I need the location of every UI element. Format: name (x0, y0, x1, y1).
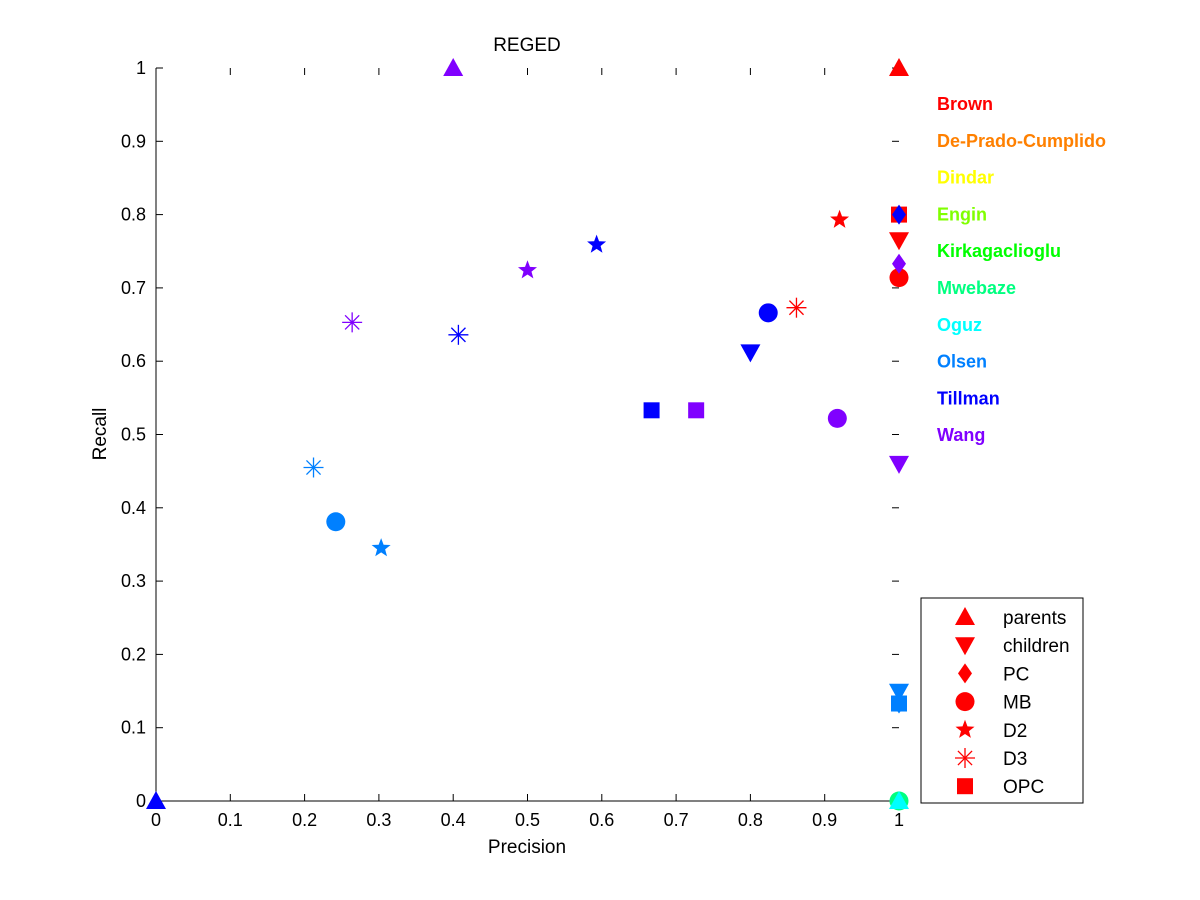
y-tick-label: 0 (136, 791, 146, 811)
x-tick-label: 0.7 (664, 810, 689, 830)
team-label-olsen: Olsen (937, 352, 987, 372)
point-brown-asterisk (786, 297, 807, 318)
team-label-brown: Brown (937, 94, 993, 114)
x-tick-label: 0.8 (738, 810, 763, 830)
point-tillman-diamond (892, 204, 906, 225)
legend-label-parents: parents (1003, 608, 1066, 629)
point-tillman-asterisk (448, 324, 469, 345)
team-label-mwebaze: Mwebaze (937, 278, 1016, 298)
legend-label-d2: D2 (1003, 721, 1027, 742)
point-brown-star (830, 209, 850, 228)
legend-box (920, 597, 1084, 804)
point-tillman-triangle-down (740, 344, 761, 363)
y-tick-label: 0.7 (121, 278, 146, 298)
legend-marker-opc (957, 778, 973, 795)
team-label-engin: Engin (937, 204, 987, 224)
point-tillman-triangle-up (146, 791, 166, 809)
y-tick-label: 0.1 (121, 718, 146, 738)
legend-label-mb: MB (1003, 693, 1032, 714)
x-tick-label: 0.5 (515, 810, 540, 830)
point-wang-square (688, 402, 705, 419)
y-tick-label: 0.9 (121, 131, 146, 151)
team-label-dindar: Dindar (937, 168, 994, 188)
plot-area (156, 68, 899, 801)
legend-marker-mb (955, 692, 975, 712)
team-label-wang: Wang (937, 425, 985, 445)
point-olsen-asterisk (303, 457, 324, 478)
x-tick-label: 0.1 (218, 810, 243, 830)
legend-label-d3: D3 (1003, 749, 1027, 770)
y-tick-label: 0.6 (121, 351, 146, 371)
legend-marker-parents (955, 607, 975, 625)
y-tick-label: 0.2 (121, 644, 146, 664)
y-tick-label: 1 (136, 58, 146, 78)
point-oguz-triangle-up (889, 791, 909, 809)
point-wang-star (517, 260, 538, 279)
point-wang-triangle-down (889, 455, 909, 474)
legend: parents children PC MB D2 D3 OPC (920, 597, 1084, 804)
team-label-oguz: Oguz (937, 315, 982, 335)
point-wang-asterisk (342, 312, 363, 333)
legend-marker-d2 (955, 719, 975, 738)
point-tillman-circle (758, 303, 778, 323)
data-points (146, 58, 909, 811)
point-olsen-star (371, 538, 391, 557)
x-axis-ticks: 0 0.1 0.2 0.3 0.4 0.5 0.6 0.7 0.8 0.9 1 (151, 68, 904, 830)
point-brown-triangle-down (889, 232, 909, 251)
point-brown-circle (889, 268, 909, 288)
y-tick-label: 0.5 (121, 425, 146, 445)
y-axis-label: Recall (90, 408, 111, 461)
team-label-de-prado-cumplido: De-Prado-Cumplido (937, 131, 1106, 151)
chart-title: REGED (493, 35, 561, 56)
y-axis-ticks: 0 0.1 0.2 0.3 0.4 0.5 0.6 0.7 0.8 0.9 1 (121, 58, 899, 811)
point-olsen-circle (326, 512, 346, 532)
legend-label-opc: OPC (1003, 777, 1044, 798)
team-labels: Brown De-Prado-Cumplido Dindar Engin Kirkaga… (937, 94, 1106, 445)
x-tick-label: 0.9 (812, 810, 837, 830)
legend-marker-pc (958, 663, 972, 684)
point-olsen-triangle-down (889, 683, 909, 702)
legend-marker-children (955, 637, 975, 656)
y-tick-label: 0.4 (121, 498, 146, 518)
legend-marker-d3 (955, 748, 975, 768)
x-tick-label: 0 (151, 810, 161, 830)
point-tillman-square (643, 402, 660, 419)
point-wang-triangle-up (443, 58, 464, 76)
team-label-tillman: Tillman (937, 388, 1000, 408)
x-tick-label: 0.6 (589, 810, 614, 830)
x-tick-label: 0.3 (366, 810, 391, 830)
point-olsen-square (891, 695, 907, 712)
x-axis-label: Precision (488, 837, 566, 858)
x-tick-label: 0.2 (292, 810, 317, 830)
team-label-kirkagaclioglu: Kirkagaclioglu (937, 241, 1061, 261)
x-tick-label: 0.4 (441, 810, 466, 830)
y-tick-label: 0.3 (121, 571, 146, 591)
legend-label-pc: PC (1003, 664, 1029, 685)
point-tillman-star (587, 234, 607, 253)
point-brown-triangle-up (889, 58, 909, 76)
y-tick-label: 0.8 (121, 205, 146, 225)
point-wang-diamond (892, 253, 906, 274)
point-wang-circle (827, 408, 847, 428)
legend-label-children: children (1003, 636, 1070, 657)
x-tick-label: 1 (894, 810, 904, 830)
